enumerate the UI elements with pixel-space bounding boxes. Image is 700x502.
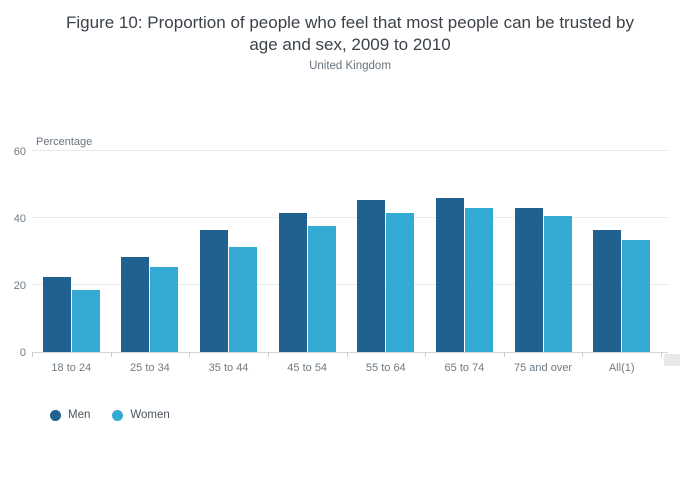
x-tick-mark xyxy=(32,352,33,357)
x-tick-mark xyxy=(582,352,584,357)
legend: Men Women xyxy=(50,409,170,421)
bar-men-35-to-44[interactable] xyxy=(200,229,229,352)
x-tick-mark xyxy=(267,352,269,357)
bar-group-55-to-64 xyxy=(347,151,426,352)
bar-group-35-to-44 xyxy=(189,151,268,352)
bar-men-75-and-over[interactable] xyxy=(514,207,543,352)
chart-title: Figure 10: Proportion of people who feel… xyxy=(66,13,634,54)
y-axis-label: Percentage xyxy=(36,136,93,148)
bar-women-65-to-74[interactable] xyxy=(464,207,493,352)
legend-item-men[interactable]: Men xyxy=(50,409,90,421)
x-tick-mark xyxy=(661,352,662,357)
bar-group-18-to-24 xyxy=(32,151,111,352)
x-label-45-to-54: 45 to 54 xyxy=(287,362,328,374)
bar-women-75-and-over[interactable] xyxy=(543,216,572,352)
x-label-18-to-24: 18 to 24 xyxy=(51,362,92,374)
bar-men-18-to-24[interactable] xyxy=(42,276,71,352)
y-tick-label-40: 40 xyxy=(13,213,26,225)
x-tick-mark xyxy=(425,352,427,357)
plotly-logo-icon[interactable] xyxy=(664,354,680,366)
legend-label-women: Women xyxy=(130,409,170,421)
x-label-25-to-34: 25 to 34 xyxy=(130,362,170,374)
bar-group-45-to-54 xyxy=(268,151,347,352)
legend-item-women[interactable]: Women xyxy=(112,409,170,421)
gridline-40 xyxy=(32,217,668,218)
y-tick-label-60: 60 xyxy=(13,146,26,158)
x-label-all(1): All(1) xyxy=(608,362,635,374)
x-tick-mark xyxy=(110,352,112,357)
bar-groups xyxy=(32,151,661,352)
plot-area xyxy=(32,150,668,357)
bar-women-45-to-54[interactable] xyxy=(307,226,336,352)
gridline-20 xyxy=(32,284,668,285)
x-tick-mark xyxy=(346,352,348,357)
legend-label-men: Men xyxy=(68,409,91,421)
bar-women-35-to-44[interactable] xyxy=(229,246,258,352)
x-label-75-and-over: 75 and over xyxy=(514,362,573,374)
bar-men-65-to-74[interactable] xyxy=(435,197,464,352)
bar-men-all(1)[interactable] xyxy=(593,229,622,352)
chart-subtitle: United Kingdom xyxy=(309,60,391,72)
bar-men-25-to-34[interactable] xyxy=(121,256,150,352)
bar-men-45-to-54[interactable] xyxy=(278,213,307,352)
bar-group-25-to-34 xyxy=(111,151,190,352)
x-axis-category-labels: 18 to 24 25 to 34 35 to 44 45 to 54 55 to 64… xyxy=(32,362,661,374)
bar-women-25-to-34[interactable] xyxy=(150,266,179,352)
bar-group-all(1) xyxy=(582,151,661,352)
x-label-35-to-44: 35 to 44 xyxy=(208,362,249,374)
x-label-55-to-64: 55 to 64 xyxy=(365,362,406,374)
x-tick-mark xyxy=(189,352,191,357)
bar-women-55-to-64[interactable] xyxy=(386,213,415,352)
bar-women-18-to-24[interactable] xyxy=(71,290,100,352)
legend-swatch-men xyxy=(50,409,61,421)
bar-group-75-and-over xyxy=(504,151,583,352)
y-tick-label-20: 20 xyxy=(13,280,26,292)
bar-women-all(1)[interactable] xyxy=(622,239,651,352)
x-tick-mark xyxy=(503,352,505,357)
bar-group-65-to-74 xyxy=(425,151,504,352)
y-tick-label-0: 0 xyxy=(19,347,26,359)
bar-men-55-to-64[interactable] xyxy=(357,199,386,352)
x-label-65-to-74: 65 to 74 xyxy=(444,362,485,374)
gridline-60 xyxy=(32,150,668,151)
legend-swatch-women xyxy=(112,409,124,421)
